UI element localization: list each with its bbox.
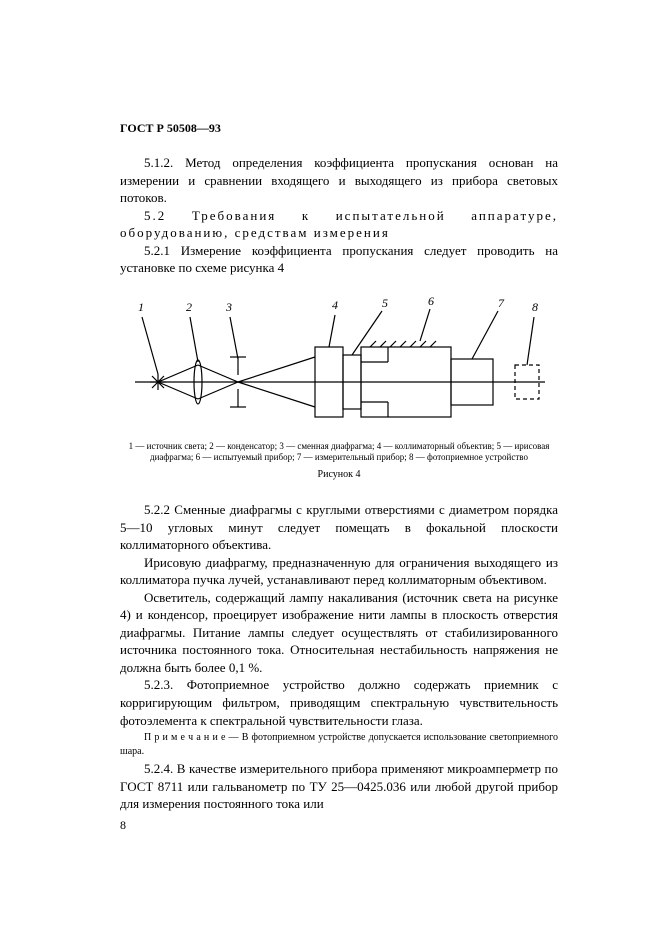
page: ГОСТ Р 50508—93 5.1.2. Метод определения… <box>0 0 661 935</box>
para-5-1-2: 5.1.2. Метод определения коэффициента пр… <box>120 154 558 207</box>
page-number: 8 <box>120 817 558 833</box>
figure-4: 1 2 3 4 5 6 7 8 <box>120 287 558 437</box>
para-note: П р и м е ч а н и е — В фотоприемном уст… <box>120 731 558 758</box>
fig-label-2: 2 <box>186 300 192 314</box>
fig-label-8: 8 <box>532 300 538 314</box>
fig-label-3: 3 <box>225 300 232 314</box>
para-5-2-2: 5.2.2 Сменные диафрагмы с круглыми отвер… <box>120 501 558 554</box>
para-iris: Ирисовую диафрагму, предназначенную для … <box>120 554 558 589</box>
fig-label-1: 1 <box>138 300 144 314</box>
content-block: ГОСТ Р 50508—93 5.1.2. Метод определения… <box>120 120 558 833</box>
fig-label-5: 5 <box>382 296 388 310</box>
figure-label: Рисунок 4 <box>120 468 558 482</box>
figure-caption: 1 — источник света; 2 — конденсатор; 3 —… <box>120 441 558 464</box>
para-5-2-3: 5.2.3. Фотоприемное устройство должно со… <box>120 676 558 729</box>
doc-header: ГОСТ Р 50508—93 <box>120 120 558 136</box>
fig-label-6: 6 <box>428 294 434 308</box>
para-5-2-title: 5.2 Требования к испытательной аппаратур… <box>120 207 558 242</box>
para-5-2-1: 5.2.1 Измерение коэффициента пропускания… <box>120 242 558 277</box>
fig-label-7: 7 <box>498 296 505 310</box>
para-osvetitel: Осветитель, содержащий лампу накаливания… <box>120 589 558 677</box>
fig-label-4: 4 <box>332 298 338 312</box>
para-5-2-4: 5.2.4. В качестве измерительного прибора… <box>120 760 558 813</box>
